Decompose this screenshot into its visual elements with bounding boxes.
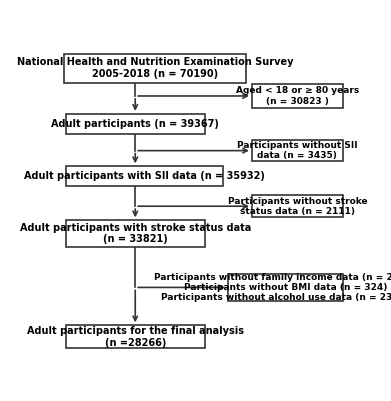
- FancyBboxPatch shape: [252, 84, 343, 107]
- FancyBboxPatch shape: [66, 220, 205, 247]
- Text: Adult participants with stroke status data
(n = 33821): Adult participants with stroke status da…: [20, 223, 251, 244]
- Text: National Health and Nutrition Examination Survey
2005-2018 (n = 70190): National Health and Nutrition Examinatio…: [17, 57, 293, 79]
- FancyBboxPatch shape: [252, 195, 343, 217]
- FancyBboxPatch shape: [66, 114, 205, 134]
- Text: Adult participants with SII data (n = 35932): Adult participants with SII data (n = 35…: [24, 171, 265, 181]
- FancyBboxPatch shape: [66, 325, 205, 348]
- FancyBboxPatch shape: [228, 273, 343, 301]
- Text: Adult participants (n = 39367): Adult participants (n = 39367): [51, 119, 219, 129]
- Text: Participants without family income data (n = 2924)
Participants without BMI data: Participants without family income data …: [154, 273, 391, 302]
- Text: Aged < 18 or ≥ 80 years
(n = 30823 ): Aged < 18 or ≥ 80 years (n = 30823 ): [236, 86, 359, 106]
- FancyBboxPatch shape: [252, 140, 343, 162]
- Text: Participants without stroke
status data (n = 2111): Participants without stroke status data …: [228, 196, 367, 216]
- FancyBboxPatch shape: [64, 53, 246, 83]
- FancyBboxPatch shape: [66, 166, 223, 186]
- Text: Adult participants for the final analysis
(n =28266): Adult participants for the final analysi…: [27, 326, 244, 348]
- Text: Participants without SII
data (n = 3435): Participants without SII data (n = 3435): [237, 141, 358, 160]
